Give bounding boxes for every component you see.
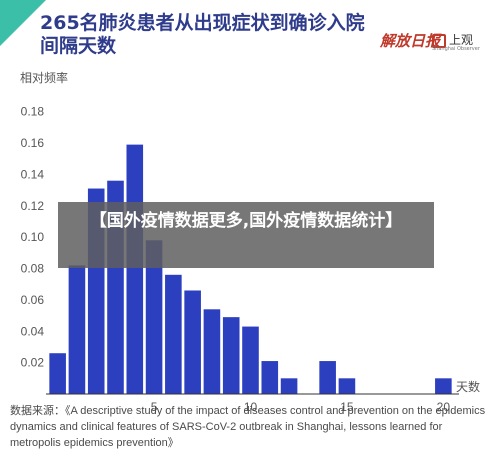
app-logo: 上观 Shanghai Observer (432, 31, 480, 52)
x-tick-label: 5 (151, 400, 158, 414)
y-tick-label: 0.04 (21, 324, 45, 338)
bar (222, 317, 240, 394)
y-tick-label: 0.02 (21, 356, 45, 370)
bar (68, 265, 86, 394)
bar (126, 144, 144, 394)
y-tick-labels: 0.02 0.04 0.06 0.08 0.10 0.12 0.14 0.16 0.18 (21, 105, 45, 370)
bar (338, 378, 356, 394)
overlay-caption: 【国外疫情数据更多,国外疫情数据统计】 (58, 202, 434, 268)
bar (203, 309, 221, 394)
paper-logo: 解放日报 (380, 32, 441, 50)
bar (184, 290, 201, 394)
y-tick-label: 0.10 (21, 230, 45, 244)
y-tick-label: 0.18 (21, 105, 45, 119)
x-tick-label: 15 (340, 400, 354, 414)
y-tick-label: 0.16 (21, 136, 45, 150)
y-tick-label: 0.06 (21, 293, 45, 307)
bars-group (49, 144, 452, 394)
corner-accent (0, 0, 46, 46)
bar (242, 326, 259, 394)
bar (145, 240, 163, 394)
y-tick-label: 0.12 (21, 199, 45, 213)
y-tick-label: 0.14 (21, 167, 45, 181)
bar (261, 361, 279, 394)
bar (165, 274, 182, 394)
x-tick-label: 20 (437, 400, 451, 414)
bar (319, 361, 336, 394)
page-title: 265名肺炎患者从出现症状到确诊入院间隔天数 (40, 12, 365, 57)
bar (280, 378, 298, 394)
app-logo-subtitle: Shanghai Observer (432, 46, 480, 52)
x-axis-label: 天数 (456, 379, 480, 394)
bar (49, 353, 66, 394)
y-tick-label: 0.08 (21, 262, 45, 276)
app-logo-name: 上观 (449, 33, 474, 47)
app-logo-icon (432, 33, 446, 48)
data-source: 数据来源：《A descriptive study of the impact … (10, 405, 486, 449)
x-tick-labels: 5 10 15 20 (151, 400, 451, 414)
x-tick-label: 10 (244, 400, 258, 414)
y-axis-label: 相对频率 (20, 70, 68, 85)
bar (435, 378, 452, 394)
